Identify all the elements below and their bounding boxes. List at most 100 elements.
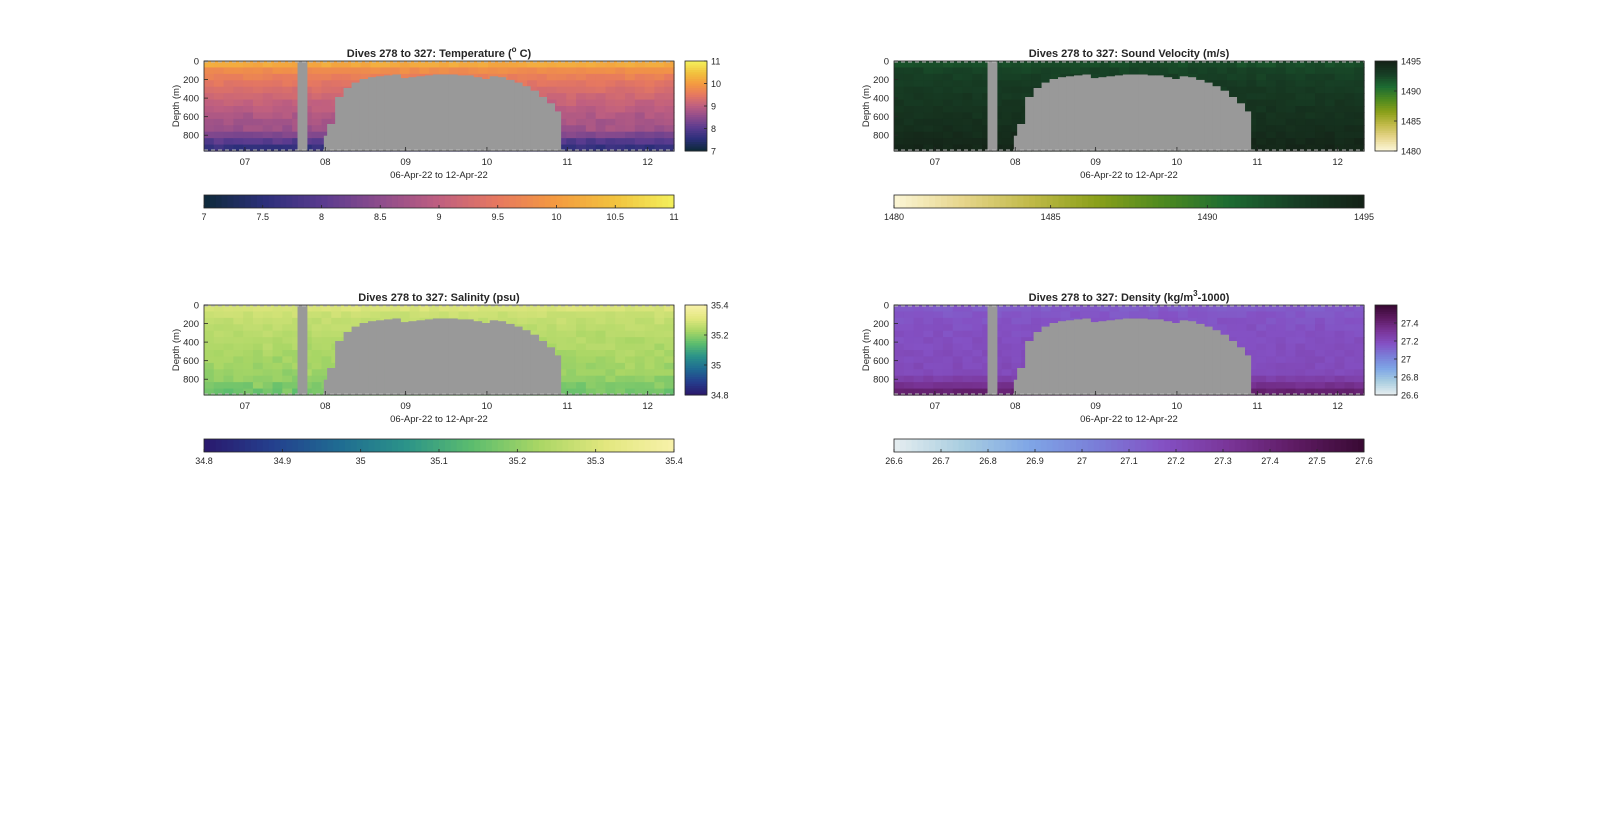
heatmap-cell	[321, 350, 332, 358]
colorbar-tick-label: 26.8	[979, 456, 997, 466]
heatmap-cell	[1354, 305, 1365, 313]
heatmap-cell	[1011, 350, 1022, 358]
heatmap-cell	[1295, 356, 1306, 364]
heatmap-cell	[546, 93, 558, 101]
colorbar-segment	[1076, 195, 1083, 208]
y-tick-label: 800	[873, 131, 889, 142]
colorbar-segment	[1070, 439, 1077, 452]
heatmap-cell	[1354, 337, 1365, 345]
heatmap-cell	[913, 73, 924, 81]
heatmap-cell	[399, 67, 411, 75]
heatmap-cell	[576, 330, 587, 338]
heatmap-cell	[566, 362, 577, 370]
heatmap-cell	[556, 324, 567, 332]
heatmap-cell	[1315, 305, 1326, 313]
title-text: Dives 278 to 327: Sound Velocity (m/s)	[1029, 48, 1230, 60]
colorbar-segment	[668, 195, 675, 208]
colorbar-segment	[1158, 195, 1165, 208]
heatmap-cell	[204, 118, 215, 126]
heatmap-cell	[595, 317, 607, 325]
heatmap-cell	[1011, 73, 1022, 81]
mask-step	[1017, 368, 1026, 395]
heatmap-cell	[894, 73, 905, 81]
heatmap-cell	[634, 305, 646, 313]
heatmap-cell	[1021, 317, 1032, 325]
colorbar-segment	[905, 195, 913, 208]
heatmap-cell	[1354, 350, 1365, 358]
heatmap-cell	[566, 73, 577, 81]
heatmap-cell	[1060, 305, 1071, 313]
heatmap-cell	[913, 369, 924, 377]
heatmap-cell	[272, 73, 283, 81]
heatmap-cell	[1315, 80, 1326, 88]
colorbar-segment	[1046, 195, 1054, 208]
heatmap-cell	[913, 138, 924, 146]
heatmap-cell	[942, 144, 954, 152]
heatmap-cell	[1236, 99, 1248, 107]
mask-step	[530, 334, 540, 395]
colorbar-segment	[1375, 338, 1397, 342]
heatmap-cell	[644, 80, 656, 88]
colorbar-tick-label: 9	[711, 102, 716, 112]
heatmap-cell	[341, 80, 352, 88]
heatmap-cell	[576, 106, 587, 114]
heatmap-cell	[913, 388, 924, 396]
heatmap-cell	[243, 99, 254, 107]
heatmap-cell	[311, 99, 323, 107]
heatmap-cell	[1354, 362, 1365, 370]
colorbar-segment	[1199, 195, 1206, 208]
colorbar-segment	[988, 439, 995, 452]
colorbar-segment	[1375, 142, 1397, 145]
heatmap-cell	[903, 330, 915, 338]
heatmap-cell	[962, 93, 973, 101]
colorbar-tick-label: 35.2	[711, 331, 729, 341]
heatmap-cell	[311, 106, 323, 114]
no-data-mask	[297, 61, 562, 151]
heatmap-cell	[1256, 375, 1267, 383]
heatmap-cell	[1031, 324, 1042, 332]
heatmap-cell	[913, 324, 924, 332]
heatmap-cell	[664, 369, 675, 377]
heatmap-cell	[282, 106, 293, 114]
colorbar-segment	[1375, 359, 1397, 362]
heatmap-cell	[972, 305, 983, 313]
colorbar-segment	[685, 115, 707, 118]
colorbar-segment	[1082, 195, 1089, 208]
heatmap-cell	[942, 382, 954, 390]
heatmap-cell	[292, 99, 303, 107]
heatmap-cell	[1256, 330, 1267, 338]
heatmap-cell	[982, 343, 993, 351]
heatmap-cell	[252, 324, 264, 332]
heatmap-cell	[576, 350, 587, 358]
heatmap-cell	[517, 61, 528, 69]
heatmap-cell	[1021, 61, 1032, 69]
heatmap-cell	[625, 317, 636, 325]
colorbar-segment	[1375, 336, 1397, 340]
heatmap-cell	[321, 369, 332, 377]
heatmap-cell	[566, 67, 577, 75]
heatmap-cell	[903, 343, 915, 351]
heatmap-cell	[566, 388, 577, 396]
heatmap-cell	[605, 382, 616, 390]
colorbar-segment	[1375, 327, 1397, 331]
heatmap-cell	[409, 67, 421, 75]
heatmap-cell	[213, 317, 225, 325]
x-tick-label: 11	[1252, 401, 1262, 412]
heatmap-cell	[1011, 324, 1022, 332]
x-tick-label: 08	[1010, 401, 1021, 412]
heatmap-cell	[233, 125, 244, 133]
heatmap-cell	[605, 86, 616, 94]
colorbar-segment	[262, 439, 270, 452]
heatmap-cell	[213, 99, 225, 107]
colorbar-segment	[952, 195, 960, 208]
colorbar-tick-label: 7.5	[256, 212, 269, 222]
y-tick-label: 200	[183, 75, 199, 86]
heatmap-cell	[1168, 317, 1179, 325]
heatmap-cell	[1168, 61, 1179, 69]
mask-step	[327, 124, 336, 151]
colorbar-segment	[1070, 195, 1077, 208]
heatmap-cell	[243, 330, 254, 338]
heatmap-cell	[536, 86, 548, 94]
mask-step	[323, 379, 328, 395]
heatmap-cell	[517, 311, 528, 319]
